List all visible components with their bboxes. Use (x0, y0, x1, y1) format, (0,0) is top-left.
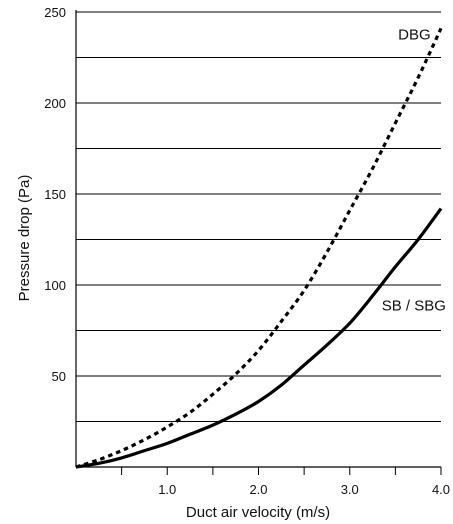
y-tick-label: 200 (44, 96, 66, 111)
x-tick-label: 1.0 (158, 482, 176, 497)
y-tick-label: 250 (44, 5, 66, 20)
y-tick-label: 150 (44, 187, 66, 202)
axes (75, 10, 441, 468)
series-line-sb-sbg (75, 207, 443, 469)
x-tick-label: 3.0 (341, 482, 359, 497)
y-axis-title: Pressure drop (Pa) (16, 175, 33, 302)
data-series (75, 27, 443, 469)
y-tick-label: 100 (44, 278, 66, 293)
series-label-sb-sbg: SB / SBG (382, 297, 446, 314)
x-axis-ticks: 1.0 2.0 3.0 4.0 (121, 467, 450, 497)
x-tick-label: 4.0 (432, 482, 450, 497)
y-tick-label: 50 (52, 369, 66, 384)
y-axis-tick-labels: 50 100 150 200 250 (44, 5, 66, 384)
x-axis-title: Duct air velocity (m/s) (186, 504, 330, 521)
series-labels: DBG SB / SBG (382, 26, 446, 314)
gridlines (76, 11, 441, 422)
series-label-dbg: DBG (398, 26, 431, 43)
x-tick-label: 2.0 (249, 482, 267, 497)
